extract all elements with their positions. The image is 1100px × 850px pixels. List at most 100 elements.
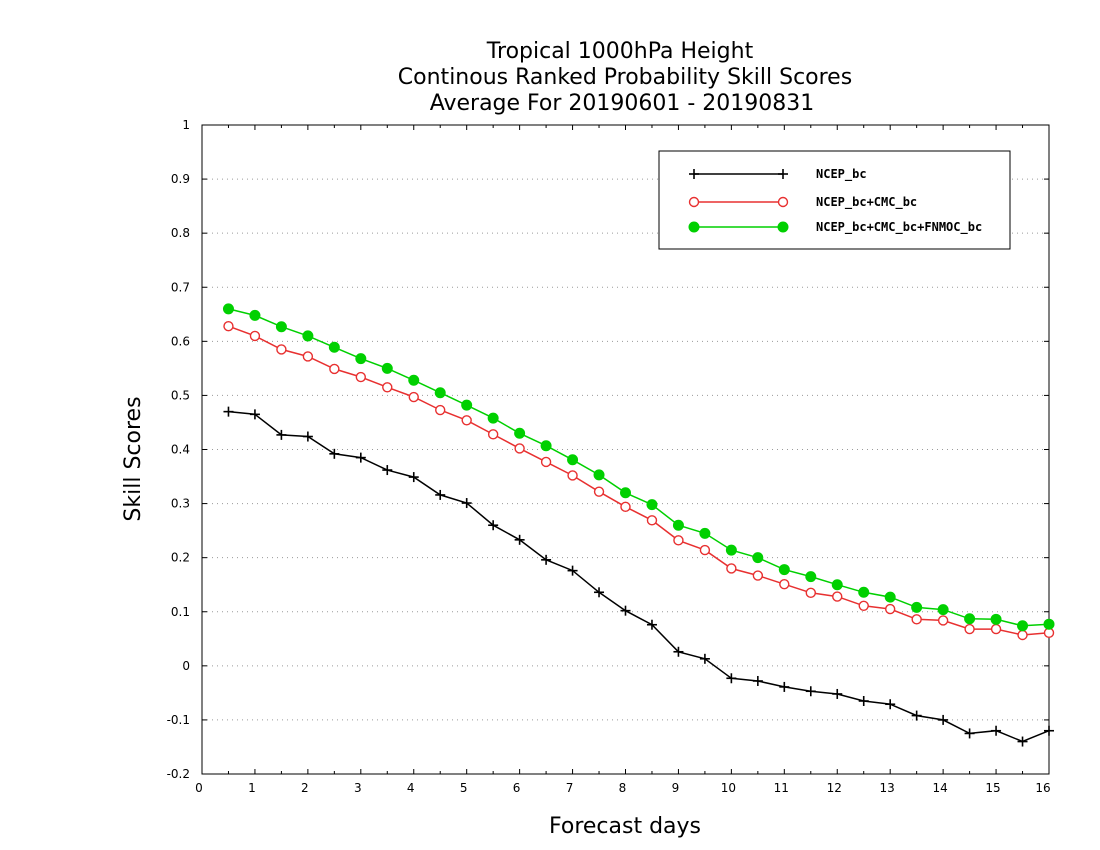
y-tick-label: 0.7: [171, 280, 190, 294]
data-point: [1017, 629, 1028, 641]
data-point: [646, 515, 658, 526]
data-point: [593, 486, 605, 497]
data-point: [223, 406, 234, 417]
data-point: [222, 303, 234, 315]
x-tick-label: 1: [248, 781, 256, 795]
x-tick-label: 2: [301, 781, 309, 795]
data-point: [435, 489, 446, 500]
x-tick-label: 4: [407, 781, 415, 795]
y-tick-label: 0.1: [171, 605, 190, 619]
data-point: [328, 341, 340, 353]
data-point: [620, 501, 631, 513]
data-point: [964, 613, 976, 625]
legend: NCEP_bc NCEP_bc+CMC_bc NCEP_bc+CMC_bc+FNMO…: [658, 150, 1011, 250]
data-point: [805, 587, 816, 599]
data-point: [1043, 627, 1055, 639]
data-point: [249, 330, 261, 342]
data-point: [779, 681, 790, 692]
data-point: [487, 412, 499, 424]
data-point: [620, 487, 631, 499]
y-tick-label: 0.6: [171, 334, 190, 348]
legend-box: [658, 150, 1011, 250]
data-point: [1044, 725, 1054, 736]
y-tick-label: 0: [182, 659, 190, 673]
data-point: [620, 605, 631, 616]
y-tick-label: 1: [182, 118, 190, 132]
y-tick-label: 0.3: [171, 497, 190, 511]
data-point: [382, 382, 393, 393]
data-point: [329, 363, 340, 375]
data-point: [779, 578, 790, 590]
data-point: [911, 601, 923, 613]
data-point: [329, 448, 340, 459]
data-point: [1017, 736, 1028, 747]
data-point: [355, 452, 366, 463]
data-point: [672, 519, 684, 531]
series-line: [228, 410, 1050, 743]
data-point: [884, 591, 896, 603]
x-tick-label: 0: [195, 781, 203, 795]
data-point: [858, 695, 869, 706]
chart-title-line-2: Continous Ranked Probability Skill Score…: [398, 65, 852, 90]
x-axis: 0 1 2 3 4 5 6 7 8 9 10 11 12 13 14 15 16: [195, 125, 1051, 795]
data-point: [302, 431, 313, 442]
data-point: [673, 535, 684, 546]
data-point: [805, 571, 817, 583]
data-point: [699, 527, 711, 539]
series-layer: [222, 303, 1055, 747]
legend-label: NCEP_bc+CMC_bc+FNMOC_bc: [816, 220, 982, 235]
x-tick-label: 14: [932, 781, 947, 795]
chart-title-line-1: Tropical 1000hPa Height: [486, 39, 754, 64]
data-point: [461, 415, 472, 426]
data-point: [514, 443, 525, 454]
series-3: [222, 303, 1055, 632]
data-point: [990, 623, 1002, 635]
x-tick-label: 10: [721, 781, 736, 795]
data-point: [276, 344, 287, 355]
data-point: [1017, 620, 1029, 632]
data-point: [408, 374, 420, 386]
x-tick-label: 16: [1035, 781, 1050, 795]
data-point: [1043, 618, 1055, 630]
data-point: [434, 387, 446, 399]
x-tick-label: 7: [566, 781, 574, 795]
x-tick-label: 6: [513, 781, 521, 795]
y-tick-label: -0.1: [167, 713, 190, 727]
chart-title: Tropical 1000hPa Height Continous Ranked…: [398, 39, 852, 116]
y-tick-label: 0.8: [171, 226, 190, 240]
x-tick-label: 8: [619, 781, 627, 795]
y-tick-label: 0.4: [171, 443, 190, 457]
series-line: [228, 325, 1050, 636]
data-point: [673, 646, 684, 657]
series-1: [223, 406, 1054, 747]
x-tick-label: 13: [880, 781, 895, 795]
data-point: [646, 619, 657, 630]
data-point: [991, 725, 1002, 736]
y-axis-label: Skill Scores: [121, 396, 146, 521]
data-point: [938, 714, 949, 725]
x-tick-label: 11: [774, 781, 789, 795]
data-point: [487, 429, 499, 440]
data-point: [832, 591, 843, 602]
data-point: [223, 320, 234, 332]
data-point: [461, 399, 473, 411]
y-tick-label: -0.2: [167, 767, 190, 781]
data-point: [514, 427, 526, 439]
data-point: [594, 587, 605, 598]
y-tick-label: 0.2: [171, 551, 190, 565]
y-axis: -0.2 -0.1 0 0.1 0.2 0.3 0.4 0.5 0.6 0.7 0.8 0.9 1: [167, 118, 1049, 781]
x-axis-label: Forecast days: [549, 814, 701, 839]
data-point: [355, 353, 367, 365]
data-point: [726, 563, 737, 574]
x-tick-label: 12: [827, 781, 842, 795]
data-point: [725, 544, 737, 556]
data-point: [540, 440, 552, 452]
data-point: [593, 469, 605, 481]
x-tick-label: 15: [985, 781, 1000, 795]
data-point: [964, 728, 975, 739]
data-point: [911, 614, 922, 625]
data-point: [858, 600, 869, 612]
data-point: [752, 552, 764, 564]
legend-marker: [778, 169, 788, 179]
